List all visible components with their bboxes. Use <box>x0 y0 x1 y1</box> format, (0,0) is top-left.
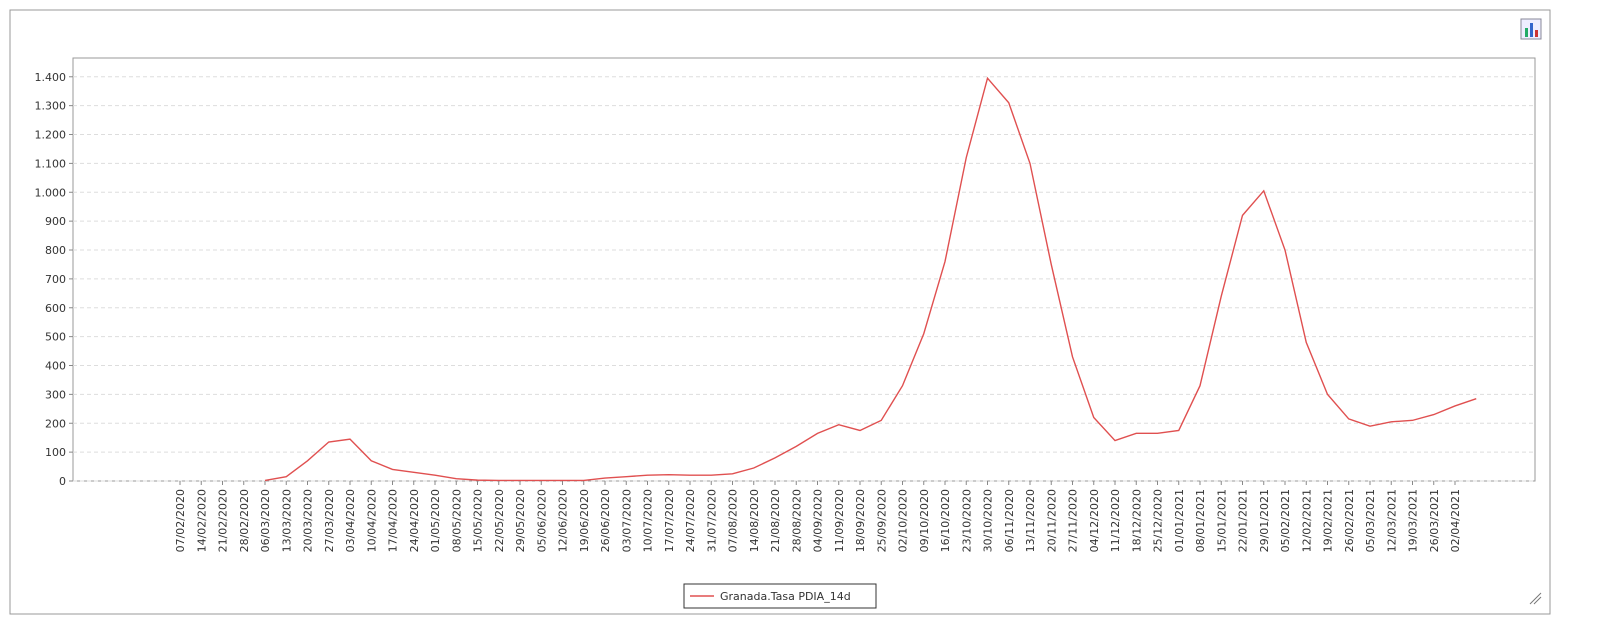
legend-label: Granada.Tasa PDIA_14d <box>720 590 851 603</box>
chart-icon[interactable] <box>1520 18 1542 40</box>
x-tick-label: 05/06/2020 <box>535 489 548 552</box>
x-tick-label: 20/11/2020 <box>1045 489 1058 552</box>
x-tick-label: 28/08/2020 <box>790 489 803 552</box>
x-tick-label: 21/08/2020 <box>769 489 782 552</box>
y-tick-label: 900 <box>45 215 66 228</box>
y-tick-label: 300 <box>45 388 66 401</box>
x-tick-label: 15/01/2021 <box>1215 489 1228 552</box>
y-tick-label: 1.400 <box>35 71 67 84</box>
x-tick-label: 07/02/2020 <box>174 489 187 552</box>
x-tick-label: 12/03/2021 <box>1385 489 1398 552</box>
y-tick-label: 700 <box>45 273 66 286</box>
x-tick-label: 21/02/2020 <box>217 489 230 552</box>
x-tick-label: 15/05/2020 <box>472 489 485 552</box>
data-line <box>264 76 1477 482</box>
x-tick-label: 24/04/2020 <box>408 489 421 552</box>
x-tick-label: 04/09/2020 <box>812 489 825 552</box>
x-tick-label: 11/12/2020 <box>1109 489 1122 552</box>
x-tick-label: 19/03/2021 <box>1407 489 1420 552</box>
legend-box <box>683 583 877 609</box>
x-tick-label: 12/02/2021 <box>1300 489 1313 552</box>
x-tick-label: 19/02/2021 <box>1322 489 1335 552</box>
x-tick-label: 12/06/2020 <box>557 489 570 552</box>
x-tick-label: 11/09/2020 <box>833 489 846 552</box>
x-tick-label: 18/12/2020 <box>1130 489 1143 552</box>
x-tick-label: 17/04/2020 <box>387 489 400 552</box>
x-tick-label: 22/05/2020 <box>493 489 506 552</box>
x-tick-label: 26/03/2021 <box>1428 489 1441 552</box>
x-tick-label: 03/07/2020 <box>620 489 633 552</box>
x-tick-label: 26/02/2021 <box>1343 489 1356 552</box>
x-tick-label: 23/10/2020 <box>960 489 973 552</box>
x-tick-label: 26/06/2020 <box>599 489 612 552</box>
x-tick-label: 06/11/2020 <box>1003 489 1016 552</box>
x-tick-label: 27/03/2020 <box>323 489 336 552</box>
y-tick-label: 600 <box>45 302 66 315</box>
x-tick-label: 01/01/2021 <box>1173 489 1186 552</box>
x-tick-label: 06/03/2020 <box>259 489 272 552</box>
x-tick-label: 02/04/2021 <box>1449 489 1462 552</box>
plot-area <box>72 57 1536 482</box>
x-tick-label: 13/03/2020 <box>280 489 293 552</box>
x-tick-label: 30/10/2020 <box>982 489 995 552</box>
y-tick-label: 100 <box>45 446 66 459</box>
x-tick-label: 08/05/2020 <box>450 489 463 552</box>
x-tick-label: 10/04/2020 <box>365 489 378 552</box>
x-tick-label: 25/12/2020 <box>1152 489 1165 552</box>
x-tick-label: 05/03/2021 <box>1364 489 1377 552</box>
y-tick-label: 0 <box>59 475 66 488</box>
x-tick-label: 18/09/2020 <box>854 489 867 552</box>
resize-grip[interactable] <box>1529 592 1542 605</box>
x-tick-label: 05/02/2021 <box>1279 489 1292 552</box>
x-tick-label: 07/08/2020 <box>727 489 740 552</box>
y-tick-label: 1.100 <box>35 157 67 170</box>
x-tick-label: 29/05/2020 <box>514 489 527 552</box>
x-tick-label: 22/01/2021 <box>1237 489 1250 552</box>
x-tick-label: 19/06/2020 <box>578 489 591 552</box>
x-tick-label: 28/02/2020 <box>238 489 251 552</box>
x-tick-label: 13/11/2020 <box>1024 489 1037 552</box>
x-tick-label: 25/09/2020 <box>875 489 888 552</box>
y-tick-label: 1.200 <box>35 129 67 142</box>
x-tick-label: 02/10/2020 <box>897 489 910 552</box>
x-tick-label: 24/07/2020 <box>684 489 697 552</box>
x-tick-label: 14/02/2020 <box>195 489 208 552</box>
x-tick-label: 20/03/2020 <box>302 489 315 552</box>
x-tick-label: 10/07/2020 <box>642 489 655 552</box>
x-tick-label: 04/12/2020 <box>1088 489 1101 552</box>
x-tick-label: 17/07/2020 <box>663 489 676 552</box>
y-tick-label: 200 <box>45 417 66 430</box>
x-tick-label: 01/05/2020 <box>429 489 442 552</box>
x-tick-label: 14/08/2020 <box>748 489 761 552</box>
y-tick-label: 800 <box>45 244 66 257</box>
x-tick-label: 09/10/2020 <box>918 489 931 552</box>
x-tick-label: 03/04/2020 <box>344 489 357 552</box>
x-tick-label: 31/07/2020 <box>705 489 718 552</box>
x-tick-label: 27/11/2020 <box>1067 489 1080 552</box>
x-tick-label: 16/10/2020 <box>939 489 952 552</box>
y-tick-label: 500 <box>45 331 66 344</box>
y-tick-label: 1.300 <box>35 100 67 113</box>
y-tick-label: 1.000 <box>35 186 67 199</box>
y-tick-label: 400 <box>45 360 66 373</box>
x-tick-label: 29/01/2021 <box>1258 489 1271 552</box>
x-tick-label: 08/01/2021 <box>1194 489 1207 552</box>
